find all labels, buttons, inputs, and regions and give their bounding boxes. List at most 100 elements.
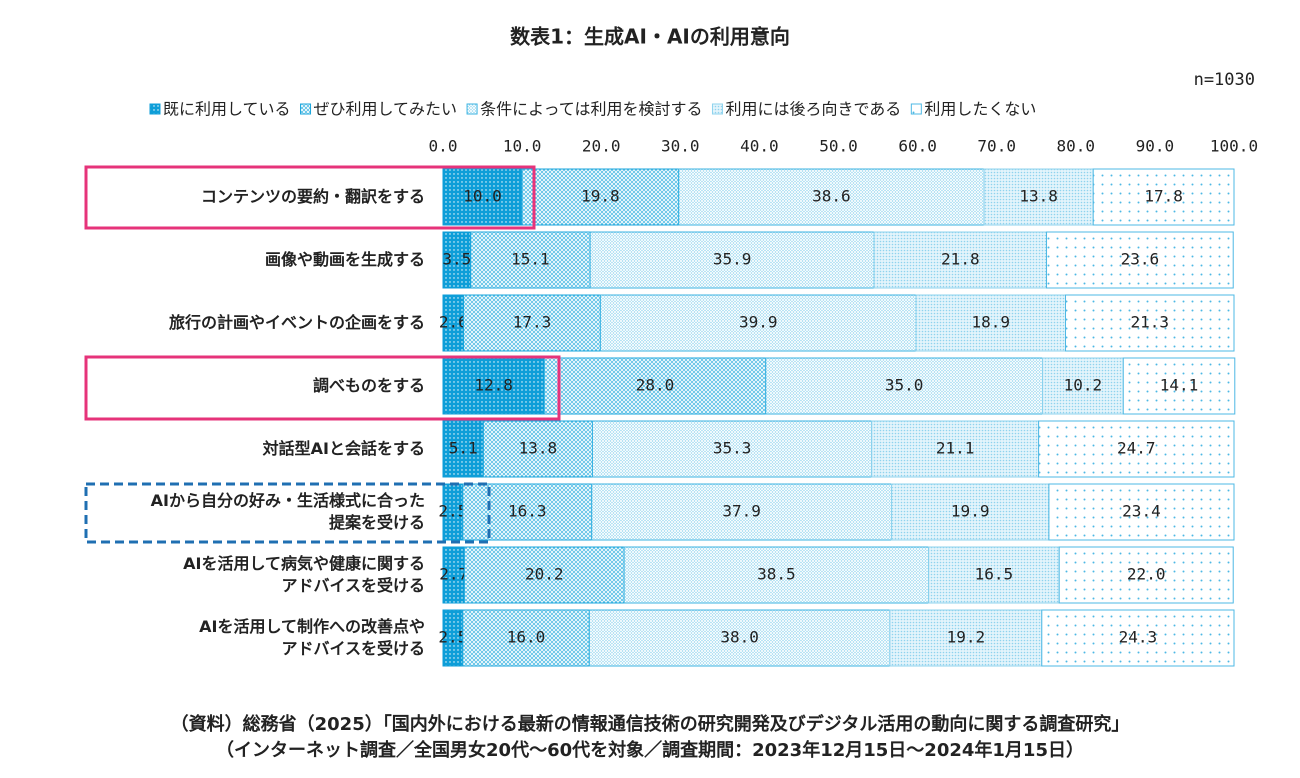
source-note: （資料）総務省（2025）「国内外における最新の情報通信技術の研究開発及びデジタ…: [170, 714, 1130, 735]
x-tick-label: 90.0: [1136, 137, 1175, 156]
bar-segment: [599, 294, 917, 352]
x-tick-label: 10.0: [503, 137, 542, 156]
x-tick-label: 20.0: [582, 137, 621, 156]
bar-segment: [678, 168, 985, 226]
bar-segment: [442, 357, 545, 415]
highlight-box: [84, 165, 536, 230]
value-label: 13.8: [519, 439, 558, 458]
bar-segment: [1065, 294, 1235, 352]
bar-segment: [928, 546, 1060, 604]
bar-segment: [1048, 483, 1235, 541]
highlight-box: [84, 355, 561, 421]
bar-segment: [442, 420, 484, 478]
bar-segment: [890, 483, 1050, 541]
legend-swatch: [466, 103, 478, 115]
value-label: 19.2: [947, 628, 986, 647]
value-label: 24.7: [1117, 439, 1156, 458]
bar-segment: [482, 420, 593, 478]
category-label: 調べものをする: [312, 376, 425, 395]
value-label: 37.9: [722, 502, 761, 521]
bar-segment: [765, 357, 1044, 415]
value-label: 24.3: [1119, 628, 1158, 647]
value-label: 13.8: [1019, 187, 1058, 206]
value-label: 19.9: [951, 502, 990, 521]
highlight-box-dashed: [84, 482, 491, 544]
bar-segment: [1042, 357, 1124, 415]
value-label: 18.9: [972, 313, 1011, 332]
value-label: 23.4: [1122, 502, 1161, 521]
bar-segment: [1038, 420, 1235, 478]
legend-label: 利用したくない: [924, 100, 1036, 119]
value-label: 2.6: [439, 313, 468, 332]
value-label: 21.3: [1130, 313, 1169, 332]
bar-segment: [591, 420, 873, 478]
bar-segment: [442, 231, 472, 289]
plot-area: 0.0 10.0 20.0 30.0 40.0 50.0 60.0 70.0 80.0 90.0 1…: [429, 137, 1258, 667]
category-label: AIを活用して病気や健康に関する アドバイスを受ける: [183, 554, 425, 595]
value-label: 16.5: [975, 565, 1014, 584]
source-note: （インターネット調査／全国男女20代～60代を対象／調査期間：2023年12月1…: [216, 740, 1084, 761]
value-label: 10.2: [1064, 376, 1103, 395]
bar-segment: [983, 168, 1094, 226]
bar-segment: [1041, 609, 1235, 667]
value-label: 16.0: [507, 628, 546, 647]
value-label: 28.0: [636, 376, 675, 395]
value-label: 2.7: [439, 565, 468, 584]
value-label: 15.1: [511, 250, 550, 269]
bar-segment: [463, 546, 625, 604]
category-label: AIを活用して制作への改善点や アドバイスを受ける: [199, 617, 425, 658]
bar-segment: [442, 168, 523, 226]
bar-segment: [873, 231, 1048, 289]
x-tick-label: 0.0: [429, 137, 458, 156]
value-label: 38.6: [812, 187, 851, 206]
value-label: 39.9: [739, 313, 778, 332]
legend-label: 条件によっては利用を検討する: [480, 100, 702, 119]
bar-segment: [1092, 168, 1235, 226]
x-tick-label: 30.0: [661, 137, 700, 156]
x-tick-label: 60.0: [898, 137, 937, 156]
value-label: 10.0: [463, 187, 502, 206]
x-tick-label: 50.0: [819, 137, 858, 156]
value-label: 19.8: [581, 187, 620, 206]
value-label: 35.3: [713, 439, 752, 458]
value-label: 22.0: [1127, 565, 1166, 584]
category-label: 対話型AIと会話をする: [262, 439, 425, 458]
legend-label: ぜひ利用してみたい: [314, 100, 458, 119]
value-label: 21.1: [936, 439, 975, 458]
bar-segment: [915, 294, 1067, 352]
bar-segment: [871, 420, 1040, 478]
chart-title: 数表1：生成AI・AIの利用意向: [510, 25, 790, 49]
bar-segment: [623, 546, 930, 604]
value-label: 35.0: [885, 376, 924, 395]
value-label: 2.5: [438, 628, 467, 647]
x-tick-label: 70.0: [977, 137, 1016, 156]
value-label: 16.3: [508, 502, 547, 521]
value-label: 17.3: [513, 313, 552, 332]
legend-swatch: [149, 103, 161, 115]
legend-label: 利用には後ろ向きである: [725, 100, 901, 119]
bar-segment: [1058, 546, 1234, 604]
legend-swatch: [711, 103, 723, 115]
bar-segment: [463, 294, 601, 352]
value-label: 38.5: [757, 565, 796, 584]
bar-segment: [470, 231, 591, 289]
value-label: 2.5: [438, 502, 467, 521]
value-label: 14.1: [1160, 376, 1199, 395]
value-label: 23.6: [1121, 250, 1160, 269]
legend: 既に利用している ぜひ利用してみたい 条件によっては利用を検討する 利用には後ろ向きで…: [149, 100, 1036, 119]
sample-size: n=1030: [1194, 70, 1255, 90]
bar-segment: [1046, 231, 1234, 289]
value-label: 3.5: [442, 250, 471, 269]
value-label: 17.8: [1144, 187, 1183, 206]
bar-segment: [591, 483, 892, 541]
value-label: 21.8: [941, 250, 980, 269]
bar-segment: [1122, 357, 1236, 415]
legend-label: 既に利用している: [163, 100, 291, 119]
category-label: 画像や動画を生成する: [264, 250, 425, 269]
value-label: 35.9: [713, 250, 752, 269]
value-label: 38.0: [720, 628, 759, 647]
value-label: 12.8: [474, 376, 513, 395]
category-label: コンテンツの要約・翻訳をする: [200, 187, 425, 206]
